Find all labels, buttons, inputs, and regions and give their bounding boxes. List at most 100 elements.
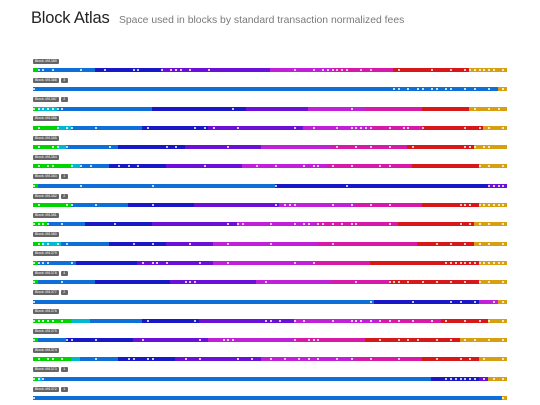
transaction-dot[interactable] <box>37 126 40 129</box>
transaction-dot[interactable] <box>488 146 491 149</box>
fee-strip[interactable] <box>33 106 507 111</box>
transaction-dot[interactable] <box>37 69 40 71</box>
transaction-dot[interactable] <box>70 165 73 168</box>
transaction-dot[interactable] <box>303 165 306 168</box>
transaction-dot[interactable] <box>397 69 400 71</box>
transaction-dot[interactable] <box>165 261 168 264</box>
transaction-dot[interactable] <box>42 319 45 322</box>
fee-strip[interactable] <box>33 260 507 265</box>
transaction-dot[interactable] <box>369 358 372 361</box>
transaction-dot[interactable] <box>56 146 59 149</box>
transaction-dot[interactable] <box>431 69 434 71</box>
transaction-dot[interactable] <box>459 204 462 207</box>
transaction-dot[interactable] <box>108 146 111 149</box>
transaction-dot[interactable] <box>146 319 149 322</box>
transaction-dot[interactable] <box>170 69 173 71</box>
transaction-dot[interactable] <box>293 204 296 207</box>
transaction-dot[interactable] <box>502 358 505 361</box>
fee-strip[interactable] <box>33 280 507 285</box>
transaction-dot[interactable] <box>464 146 467 149</box>
block-label[interactable]: Block 491381 <box>33 212 59 218</box>
transaction-dot[interactable] <box>33 88 35 91</box>
block-label[interactable]: Block 491387 <box>33 97 59 103</box>
transaction-dot[interactable] <box>450 88 453 91</box>
transaction-dot[interactable] <box>397 358 400 361</box>
transaction-dot[interactable] <box>61 358 64 361</box>
transaction-dot[interactable] <box>37 204 40 207</box>
transaction-dot[interactable] <box>502 165 505 168</box>
block-row[interactable]: Block 491388 3 <box>33 77 507 96</box>
transaction-dot[interactable] <box>407 88 410 91</box>
transaction-dot[interactable] <box>312 126 315 129</box>
transaction-dot[interactable] <box>293 261 296 264</box>
transaction-dot[interactable] <box>47 107 50 110</box>
transaction-dot[interactable] <box>478 69 481 71</box>
transaction-dot[interactable] <box>127 165 130 168</box>
transaction-dot[interactable] <box>502 88 505 91</box>
transaction-dot[interactable] <box>360 126 363 129</box>
transaction-dot[interactable] <box>51 165 54 168</box>
transaction-dot[interactable] <box>435 242 438 245</box>
transaction-dot[interactable] <box>369 204 372 207</box>
transaction-dot[interactable] <box>459 358 462 361</box>
transaction-dot[interactable] <box>488 339 491 342</box>
transaction-dot[interactable] <box>179 69 182 71</box>
transaction-dot[interactable] <box>113 223 116 226</box>
transaction-dot[interactable] <box>445 88 448 91</box>
transaction-dot[interactable] <box>469 223 472 226</box>
transaction-dot[interactable] <box>127 358 130 361</box>
fee-strip[interactable] <box>33 357 507 362</box>
transaction-dot[interactable] <box>198 339 201 342</box>
transaction-dot[interactable] <box>61 107 64 110</box>
transaction-dot[interactable] <box>502 184 505 187</box>
transaction-dot[interactable] <box>488 126 491 129</box>
transaction-dot[interactable] <box>492 204 495 207</box>
transaction-dot[interactable] <box>478 319 481 322</box>
transaction-dot[interactable] <box>469 377 472 380</box>
transaction-dot[interactable] <box>407 126 410 129</box>
block-row[interactable]: Block 491385 <box>33 135 507 154</box>
fee-strip[interactable] <box>33 376 507 381</box>
transaction-dot[interactable] <box>265 319 268 322</box>
transaction-dot[interactable] <box>464 69 467 71</box>
transaction-dot[interactable] <box>80 184 83 187</box>
transaction-dot[interactable] <box>284 204 287 207</box>
block-row[interactable]: Block 491372 1 <box>33 386 507 405</box>
fee-strip[interactable] <box>33 203 507 208</box>
transaction-dot[interactable] <box>47 223 50 226</box>
transaction-dot[interactable] <box>459 223 462 226</box>
fee-strip[interactable] <box>33 68 507 72</box>
block-label[interactable]: Block 491382 <box>33 193 59 199</box>
transaction-dot[interactable] <box>407 281 410 284</box>
transaction-dot[interactable] <box>388 126 391 129</box>
transaction-dot[interactable] <box>270 319 272 322</box>
transaction-dot[interactable] <box>137 165 140 168</box>
transaction-dot[interactable] <box>435 281 438 284</box>
transaction-dot[interactable] <box>132 358 135 361</box>
transaction-dot[interactable] <box>312 261 315 264</box>
transaction-dot[interactable] <box>464 339 467 342</box>
transaction-dot[interactable] <box>483 261 486 264</box>
transaction-dot[interactable] <box>350 204 353 207</box>
transaction-dot[interactable] <box>464 204 467 207</box>
transaction-dot[interactable] <box>142 261 145 264</box>
transaction-dot[interactable] <box>459 261 462 264</box>
transaction-dot[interactable] <box>473 107 476 110</box>
transaction-dot[interactable] <box>492 184 495 187</box>
transaction-dot[interactable] <box>502 261 505 264</box>
transaction-dot[interactable] <box>492 69 495 71</box>
transaction-dot[interactable] <box>51 146 54 149</box>
transaction-dot[interactable] <box>478 204 481 207</box>
transaction-dot[interactable] <box>421 281 424 284</box>
transaction-dot[interactable] <box>51 319 54 322</box>
transaction-dot[interactable] <box>473 88 476 91</box>
transaction-dot[interactable] <box>51 107 54 110</box>
fee-strip[interactable] <box>33 125 507 130</box>
transaction-dot[interactable] <box>369 146 372 149</box>
transaction-dot[interactable] <box>483 146 486 149</box>
transaction-dot[interactable] <box>132 242 135 245</box>
fee-strip[interactable] <box>33 338 507 343</box>
transaction-dot[interactable] <box>94 204 97 207</box>
transaction-dot[interactable] <box>189 242 192 245</box>
transaction-dot[interactable] <box>232 339 235 342</box>
